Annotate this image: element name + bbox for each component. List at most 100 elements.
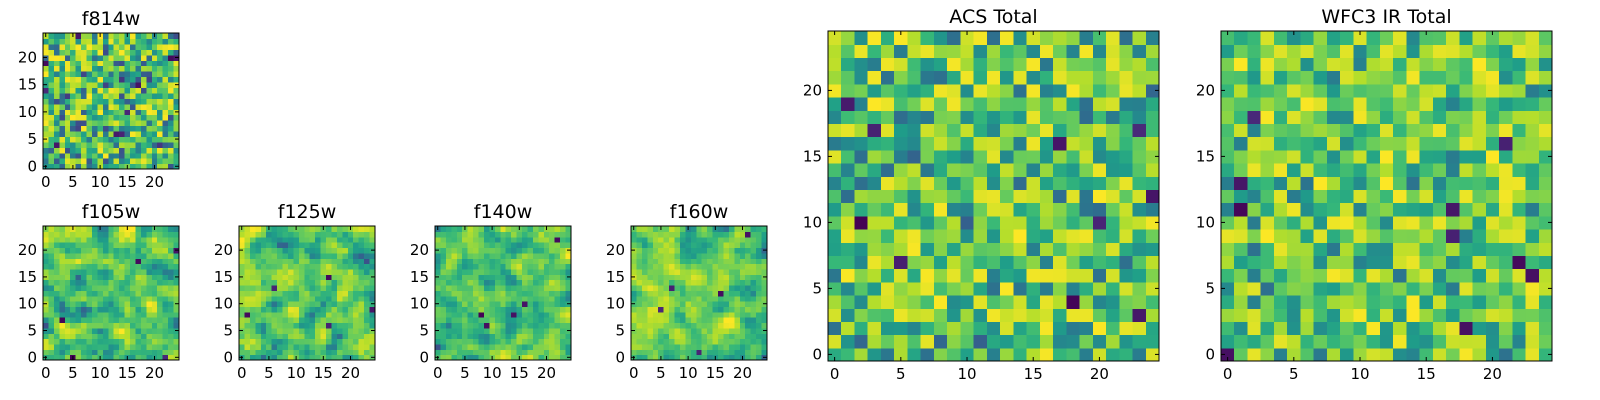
heatmap-cell <box>1092 31 1107 45</box>
heatmap-cell <box>1499 295 1513 309</box>
heatmap-cell <box>64 343 71 350</box>
heatmap-cell <box>841 268 856 283</box>
heatmap-cell <box>734 242 741 249</box>
heatmap-cell <box>168 71 175 78</box>
heatmap-cell <box>478 338 485 345</box>
heatmap-cell <box>298 231 305 238</box>
heatmap-cell <box>543 247 550 254</box>
heatmap-cell <box>102 130 109 137</box>
heatmap-cell <box>53 226 60 232</box>
heatmap-cell <box>440 268 447 275</box>
heatmap-cell <box>1234 97 1249 111</box>
heatmap-cell <box>135 247 142 254</box>
heatmap-cell <box>102 226 109 232</box>
heatmap-cell <box>108 43 115 50</box>
heatmap-cell <box>1432 110 1447 124</box>
heatmap-cell <box>91 152 98 159</box>
heatmap-cell <box>1026 268 1041 283</box>
heatmap-cell <box>97 147 104 154</box>
heatmap-cell <box>353 263 360 270</box>
heatmap-cell <box>102 120 109 127</box>
heatmap-cell <box>1260 215 1275 230</box>
heatmap-cell <box>543 231 550 238</box>
heatmap-cell <box>933 57 948 72</box>
heatmap-cell <box>113 343 120 350</box>
heatmap-cell <box>70 141 77 148</box>
heatmap-cell <box>162 274 169 281</box>
heatmap-cell <box>315 343 322 350</box>
heatmap-cell <box>342 231 349 238</box>
heatmap-cell <box>761 349 768 356</box>
heatmap-cell <box>986 202 1001 217</box>
heatmap-cell <box>467 263 474 270</box>
heatmap-cell <box>636 268 643 275</box>
heatmap-cell <box>1079 347 1094 362</box>
heatmap-cell <box>960 163 975 177</box>
heatmap-cell <box>102 274 109 281</box>
heatmap-cell <box>162 242 169 249</box>
heatmap-cell <box>271 349 278 356</box>
heatmap-cell <box>1145 268 1160 283</box>
heatmap-cell <box>364 242 371 249</box>
heatmap-cell <box>1406 202 1421 217</box>
heatmap-cell <box>636 263 643 270</box>
heatmap-cell <box>287 311 294 318</box>
heatmap-cell <box>260 258 267 265</box>
heatmap-cell <box>102 109 109 116</box>
heatmap-cell <box>113 87 120 94</box>
heatmap-cell <box>130 120 137 127</box>
heatmap-cell <box>543 268 550 275</box>
heatmap-cell <box>1079 123 1094 138</box>
heatmap-cell <box>1379 163 1394 177</box>
heatmap-cell <box>309 311 316 318</box>
heatmap-cell <box>70 76 77 83</box>
heatmap-cell <box>565 343 572 350</box>
heatmap-cell <box>64 268 71 275</box>
heatmap-cell <box>549 247 556 254</box>
heatmap-cell <box>560 354 567 361</box>
heatmap-cell <box>249 226 256 232</box>
heatmap-cell <box>146 343 153 350</box>
y-tick-label: 15 <box>214 268 233 286</box>
heatmap-cell <box>669 274 676 281</box>
heatmap-cell <box>162 152 169 159</box>
heatmap-cell <box>854 295 869 309</box>
heatmap-cell <box>1313 229 1328 243</box>
heatmap-cell <box>500 252 507 259</box>
heatmap-cell <box>1406 334 1421 349</box>
heatmap-cell <box>690 258 697 265</box>
heatmap-cell <box>750 311 757 318</box>
heatmap-cell <box>647 284 654 291</box>
heatmap-cell <box>81 158 88 165</box>
y-tick-label: 20 <box>803 81 822 99</box>
heatmap-cell <box>108 322 115 329</box>
heatmap-cell <box>1499 83 1513 98</box>
heatmap-cell <box>249 327 256 334</box>
heatmap-cell <box>113 65 120 72</box>
heatmap-cell <box>1092 308 1107 322</box>
heatmap-cell <box>690 295 697 302</box>
heatmap-cell <box>91 87 98 94</box>
heatmap-cell <box>669 258 676 265</box>
heatmap-cell <box>75 120 82 127</box>
heatmap-cell <box>282 274 289 281</box>
heatmap-cell <box>173 92 180 99</box>
heatmap-cell <box>157 103 164 110</box>
heatmap-cell <box>140 247 147 254</box>
heatmap-cell <box>64 158 71 165</box>
y-tick-label: 5 <box>27 130 37 148</box>
y-tick-label: 20 <box>1196 81 1215 99</box>
heatmap-cell <box>739 322 746 329</box>
heatmap-cell <box>986 321 1001 336</box>
x-tick-label: 10 <box>679 364 698 382</box>
heatmap-cell <box>750 301 757 307</box>
heatmap-cell <box>97 81 104 88</box>
heatmap-cell <box>511 306 518 313</box>
heatmap-cell <box>1132 202 1147 217</box>
heatmap-cell <box>1393 176 1407 190</box>
heatmap-cell <box>81 54 88 61</box>
heatmap-cell <box>130 284 137 291</box>
heatmap-cell <box>527 236 534 243</box>
heatmap-cell <box>1472 347 1487 362</box>
heatmap-cell <box>679 338 686 345</box>
